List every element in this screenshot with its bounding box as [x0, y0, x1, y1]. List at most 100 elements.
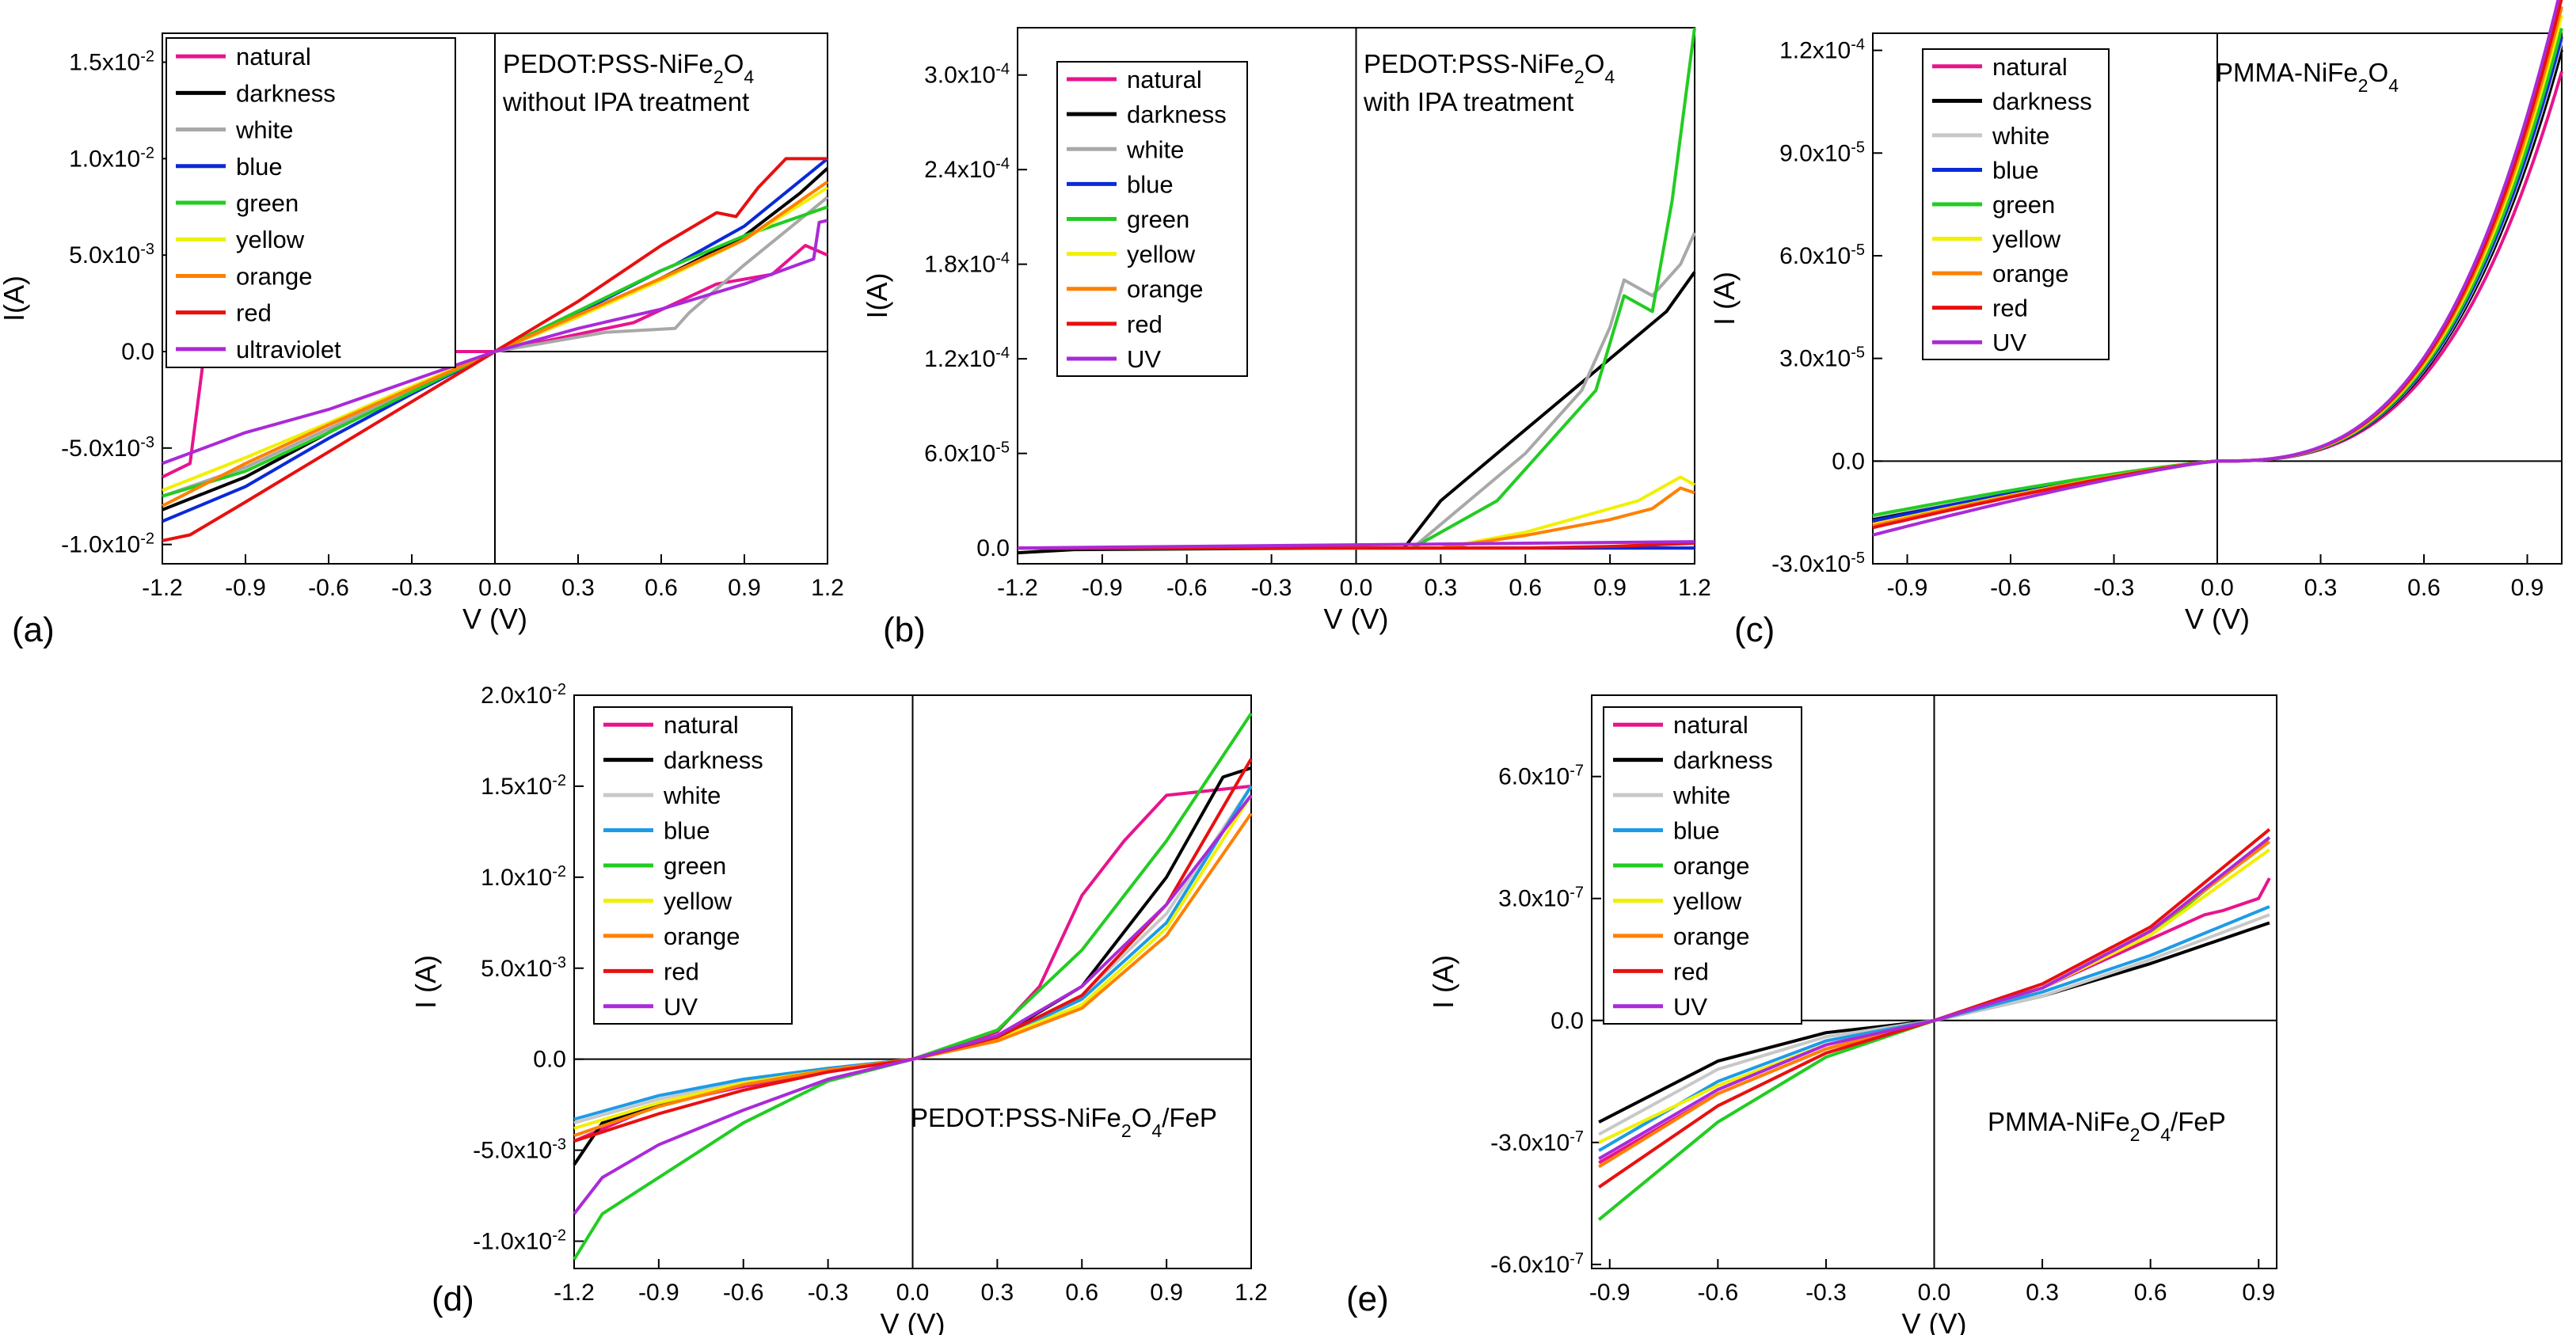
legend-label: natural [1673, 711, 1748, 739]
legend-label: white [235, 116, 293, 144]
legend-label: orange [664, 922, 740, 950]
x-tick-label: -0.6 [1990, 575, 2031, 601]
y-axis-label: I (A) [1708, 272, 1741, 325]
x-tick-label: -0.6 [308, 575, 349, 601]
legend-label: orange [1127, 276, 1204, 303]
x-tick-label: 1.2 [811, 575, 844, 601]
x-tick-label: 1.2 [1678, 575, 1711, 601]
legend-label: yellow [1127, 241, 1196, 268]
x-tick-label: 0.9 [2242, 1280, 2275, 1306]
y-tick-label: 0.0 [533, 1047, 566, 1073]
legend-label: natural [1992, 53, 2068, 81]
chart-panel-c: -0.9 -0.6 -0.3 0.0 0.3 0.6 0.9 1.2x10-4 9.0x10-5… [1708, 0, 2563, 649]
x-tick-label: 0.0 [1340, 575, 1373, 601]
legend-label: UV [1992, 329, 2026, 356]
x-tick-label: -0.3 [1805, 1280, 1847, 1306]
legend: natural darkness white blue green yellow orang… [1056, 61, 1248, 377]
x-tick-label: 0.3 [981, 1280, 1014, 1306]
legend-label: darkness [236, 79, 336, 107]
legend-label: yellow [1673, 887, 1742, 915]
x-tick-label: 0.0 [478, 575, 512, 601]
x-axis-label: V (V) [2185, 603, 2250, 635]
x-tick-label: 0.0 [896, 1280, 930, 1306]
legend-label: ultraviolet [236, 336, 341, 363]
panel-label: (b) [883, 610, 926, 649]
legend-label: orange [1673, 852, 1750, 880]
x-tick-label: -0.9 [1887, 575, 1928, 601]
x-tick-label: -1.2 [142, 575, 183, 601]
legend-label: green [1992, 191, 2055, 219]
series-line-red [162, 157, 828, 542]
series-line-white [1018, 232, 1696, 550]
y-tick-label: 3.0x10-5 [1779, 344, 1865, 372]
legend-label: red [1127, 310, 1162, 338]
y-axis-label: I(A) [0, 276, 30, 321]
x-tick-label: 0.9 [1593, 575, 1627, 601]
legend-label: yellow [1992, 226, 2061, 253]
x-tick-label: -0.3 [808, 1280, 849, 1306]
legend-label: blue [236, 153, 283, 181]
series-line-UV [1598, 836, 2271, 1161]
x-tick-label: -0.6 [1166, 575, 1208, 601]
x-tick-label: 1.2 [1235, 1280, 1268, 1306]
x-tick-label: -0.3 [2094, 575, 2135, 601]
chart-panel-e: -0.9 -0.6 -0.3 0.0 0.3 0.6 0.9 6.0x10-7 3.0x10-7… [1346, 694, 2277, 1335]
y-tick-label: 6.0x10-5 [924, 439, 1010, 467]
legend-label: darkness [1673, 747, 1773, 774]
x-tick-label: -0.9 [638, 1280, 679, 1306]
y-tick-label: 0.0 [121, 339, 154, 365]
panel-label: (a) [12, 610, 55, 649]
legend-label: blue [1127, 170, 1174, 198]
x-tick-label: 0.3 [2304, 575, 2338, 601]
series-line-UV [573, 794, 1253, 1215]
x-tick-label: -1.2 [997, 575, 1038, 601]
x-axis-label: V (V) [462, 603, 527, 635]
annotation-text: PEDOT:PSS-NiFe2O4 [503, 49, 754, 87]
x-tick-label: 0.6 [645, 575, 678, 601]
legend: natural darkness white blue green yellow orang… [1922, 48, 2110, 360]
legend-label: red [1992, 295, 2028, 322]
x-tick-label: -0.9 [225, 575, 266, 601]
legend-label: green [664, 852, 726, 880]
y-tick-label: -5.0x10-3 [473, 1136, 566, 1164]
y-tick-label: 1.5x10-2 [69, 48, 154, 76]
series-line-ultraviolet [162, 219, 828, 466]
legend-label: darkness [664, 747, 763, 774]
y-tick-label: 6.0x10-5 [1779, 242, 1865, 269]
annotation-text: PMMA-NiFe2O4 [2216, 58, 2399, 96]
legend-label: darkness [1127, 101, 1227, 128]
x-tick-label: -0.6 [1697, 1280, 1738, 1306]
y-tick-label: 1.5x10-2 [481, 772, 566, 800]
x-tick-label: -0.3 [391, 575, 432, 601]
y-tick-label: -5.0x10-3 [61, 434, 154, 462]
x-tick-label: 0.6 [1065, 1280, 1098, 1306]
y-axis-label: I(A) [861, 273, 893, 319]
legend-label: orange [236, 262, 313, 290]
y-tick-label: 2.0x10-2 [481, 681, 566, 709]
x-tick-label: -1.2 [554, 1280, 595, 1306]
legend-label: white [663, 782, 721, 809]
y-tick-label: -3.0x10-5 [1771, 550, 1865, 577]
x-tick-label: 0.3 [2026, 1280, 2059, 1306]
y-tick-label: -3.0x10-7 [1490, 1128, 1584, 1156]
legend-label: green [236, 189, 299, 217]
series-line-UV [1017, 540, 1695, 550]
legend: natural darkness white blue green yellow orang… [166, 37, 456, 368]
legend-label: white [1992, 122, 2049, 150]
annotation-text: without IPA treatment [502, 87, 749, 116]
legend-label: green [1127, 206, 1189, 234]
y-tick-label: -6.0x10-7 [1490, 1250, 1584, 1278]
y-tick-label: 1.2x10-4 [924, 344, 1010, 372]
chart-panel-d: -1.2 -0.9 -0.6 -0.3 0.0 0.3 0.6 0.9 1.2 2.0x10-2 1… [409, 681, 1268, 1335]
x-tick-label: 0.3 [1425, 575, 1458, 601]
y-tick-label: 1.8x10-4 [924, 250, 1010, 278]
x-tick-label: 0.9 [728, 575, 761, 601]
series-line-red [1018, 542, 1695, 550]
x-axis-label: V (V) [1901, 1307, 1966, 1335]
series-line-white [162, 196, 829, 498]
x-tick-label: 0.6 [2134, 1280, 2167, 1306]
legend-label: natural [1127, 66, 1202, 93]
legend-label: darkness [1992, 87, 2092, 115]
series-line-UV [1872, 0, 2560, 537]
